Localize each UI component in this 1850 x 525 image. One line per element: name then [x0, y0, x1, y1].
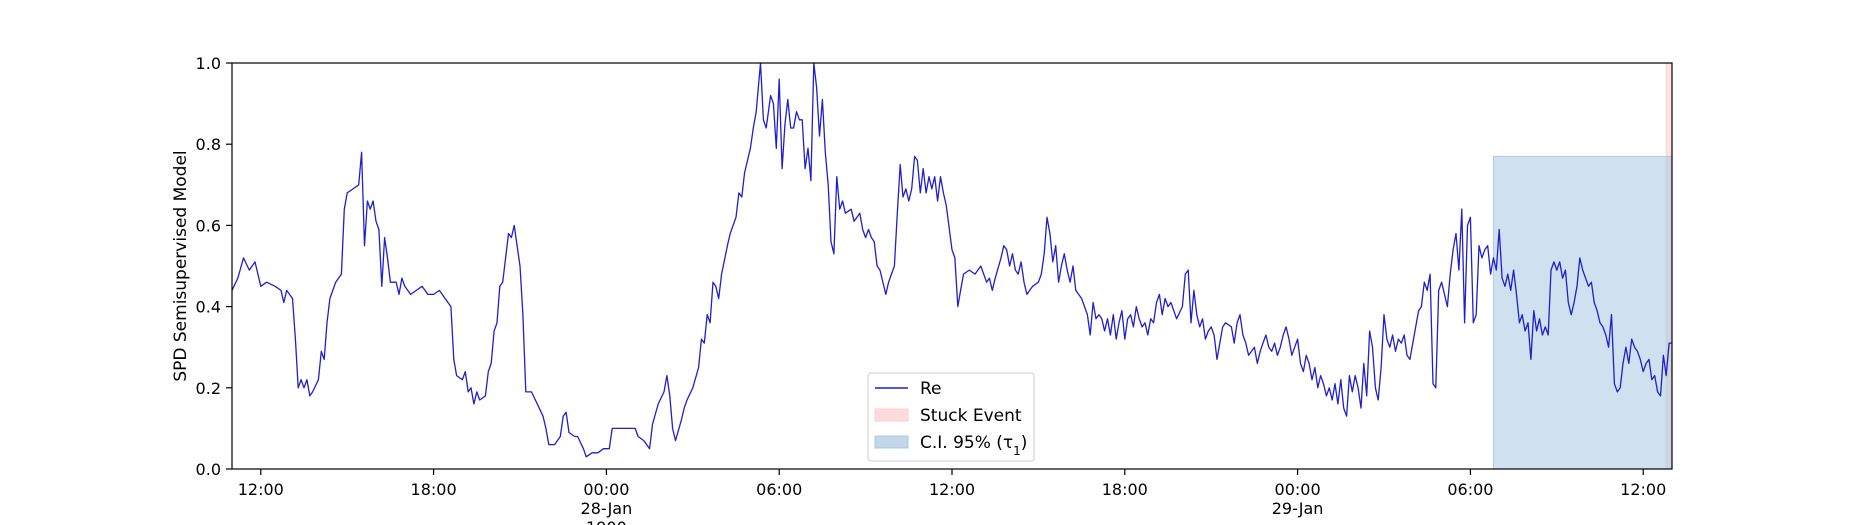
x-axis: 12:0018:0000:0028-Jan190006:0012:0018:00… [238, 469, 1666, 525]
x-tick-year-label: 1900 [586, 518, 627, 525]
x-tick-label: 00:00 [583, 480, 629, 499]
x-tick-label: 12:00 [1620, 480, 1666, 499]
legend-swatch-stuck-event [874, 408, 909, 422]
region-confidence-interval [1492, 155, 1673, 470]
y-tick-label: 0.6 [196, 216, 221, 235]
y-tick-label: 0.8 [196, 135, 221, 154]
x-tick-label: 18:00 [1102, 480, 1148, 499]
y-axis-label: SPD Semisupervised Model [171, 150, 191, 381]
legend-swatch-confidence-interval [874, 435, 909, 449]
x-tick-label: 12:00 [238, 480, 284, 499]
y-tick-label: 0.4 [196, 298, 221, 317]
y-tick-label: 0.0 [196, 460, 221, 479]
x-tick-label: 18:00 [411, 480, 457, 499]
y-tick-label: 1.0 [196, 54, 221, 73]
x-tick-date-label: 28-Jan [581, 499, 633, 518]
y-tick-label: 0.2 [196, 379, 221, 398]
highlight-regions [1492, 62, 1673, 470]
legend-label: Stuck Event [920, 406, 1022, 426]
x-tick-label: 06:00 [756, 480, 802, 499]
y-axis: 0.0 0.2 0.4 0.6 0.8 1.0 [196, 54, 232, 479]
series-line-re [231, 62, 1672, 458]
x-tick-date-label: 29-Jan [1272, 499, 1324, 518]
data-series [231, 62, 1672, 458]
x-tick-label: 00:00 [1275, 480, 1321, 499]
legend-label: Re [920, 379, 942, 399]
legend-box [867, 372, 1035, 462]
x-tick-label: 06:00 [1447, 480, 1493, 499]
x-tick-label: 12:00 [929, 480, 975, 499]
